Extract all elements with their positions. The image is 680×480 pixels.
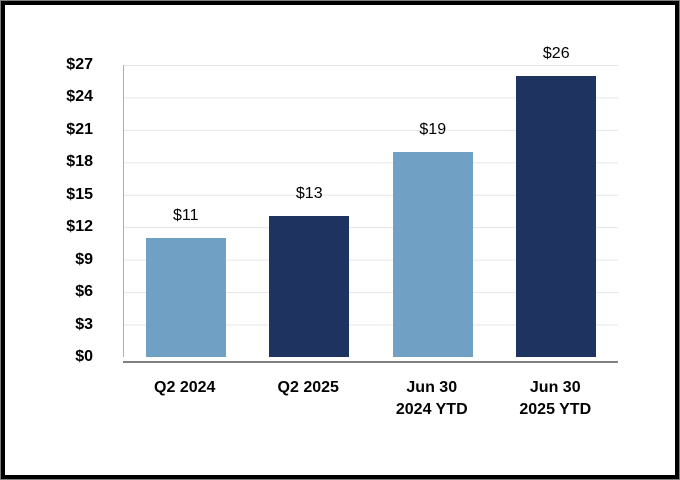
plot-area: $11 $13 $19 $26 <box>123 45 619 357</box>
bar <box>269 216 350 357</box>
category-label: Q2 2024 <box>154 379 216 396</box>
y-tick-label: $15 <box>66 185 93 203</box>
category-label: Jun 30 2024 YTD <box>395 379 468 418</box>
bar <box>392 151 473 357</box>
x-axis-category-labels: Q2 2024 Q2 2025 Jun 30 2024 YTD Jun 30 2… <box>123 377 617 421</box>
bar <box>145 238 226 357</box>
y-tick-label: $9 <box>75 250 93 268</box>
category-slot: $19 <box>371 65 495 357</box>
y-tick-label: $6 <box>75 283 93 301</box>
category-slot: $26 <box>495 45 619 357</box>
category-label: Jun 30 2025 YTD <box>519 379 592 418</box>
y-tick-label: $3 <box>75 315 93 333</box>
y-tick-label: $21 <box>66 120 93 138</box>
y-tick-label: $12 <box>66 218 93 236</box>
category-slot: $13 <box>248 65 372 357</box>
bar <box>516 75 597 357</box>
category-label: Q2 2025 <box>277 379 339 396</box>
bar-value-label: $13 <box>295 185 323 203</box>
y-tick-label: $24 <box>66 88 93 106</box>
y-tick-label: $27 <box>66 56 93 73</box>
y-tick-label: $18 <box>66 153 93 171</box>
y-axis-tick-labels: $27 $24 $21 $18 $15 $12 $9 $6 $3 $0 <box>5 55 93 367</box>
category-slot: $11 <box>124 65 248 357</box>
bar-value-label: $11 <box>172 207 199 224</box>
bar-value-label: $19 <box>419 120 447 138</box>
y-tick-label: $0 <box>75 347 93 365</box>
bar-value-label: $26 <box>542 44 570 62</box>
x-axis-line <box>123 361 618 363</box>
